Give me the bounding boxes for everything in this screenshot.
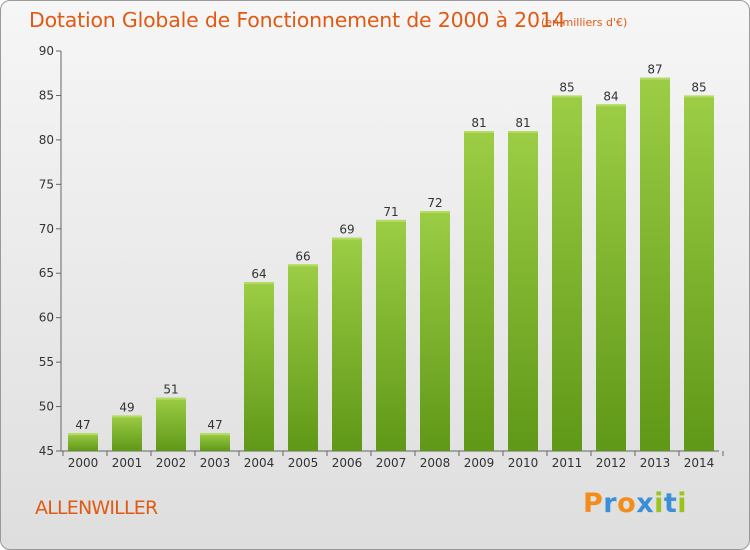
x-tick-label: 2014 xyxy=(684,456,715,470)
bar xyxy=(552,95,582,451)
data-label: 51 xyxy=(163,383,178,397)
bar-highlight xyxy=(508,131,538,133)
x-tick-label: 2002 xyxy=(156,456,187,470)
brand-letter: P xyxy=(583,488,604,519)
y-tick-label: 65 xyxy=(39,266,54,280)
brand-letter: i xyxy=(654,488,664,519)
bar-highlight xyxy=(156,397,186,400)
y-tick-label: 55 xyxy=(39,355,54,369)
bar-highlight xyxy=(552,95,582,98)
bar xyxy=(244,282,274,451)
x-tick-label: 2007 xyxy=(376,456,407,470)
bar-highlight xyxy=(596,104,626,107)
brand-letter: r xyxy=(603,488,618,519)
bar-highlight xyxy=(200,433,230,436)
bar-highlight xyxy=(112,415,142,418)
bar-highlight xyxy=(640,77,670,80)
bar-highlight xyxy=(288,264,318,267)
proxiti-logo: Proxiti xyxy=(583,488,687,519)
y-tick-label: 45 xyxy=(39,444,54,458)
bar xyxy=(420,211,450,451)
bar xyxy=(508,131,538,451)
data-label: 72 xyxy=(427,196,442,210)
bar xyxy=(332,237,362,451)
bar-highlight xyxy=(420,211,450,213)
y-tick-label: 75 xyxy=(39,177,54,191)
brand-letter: o xyxy=(617,488,637,519)
brand-letter: t xyxy=(663,488,678,519)
bar xyxy=(596,104,626,451)
commune-name: ALLENWILLER xyxy=(35,497,158,519)
data-label: 81 xyxy=(515,116,530,130)
data-label: 49 xyxy=(119,400,134,414)
y-tick-label: 70 xyxy=(39,222,54,236)
brand-letter: x xyxy=(636,488,655,519)
data-label: 64 xyxy=(251,267,266,281)
x-tick-label: 2005 xyxy=(288,456,319,470)
bar-highlight xyxy=(244,282,274,285)
bar xyxy=(464,131,494,451)
y-tick-label: 50 xyxy=(39,400,54,414)
bar xyxy=(288,264,318,451)
x-tick-label: 2001 xyxy=(112,456,143,470)
bar-highlight xyxy=(376,219,406,222)
data-label: 84 xyxy=(603,89,618,103)
bar xyxy=(200,433,230,451)
x-tick-label: 2000 xyxy=(68,456,99,470)
chart-title: Dotation Globale de Fonctionnement de 20… xyxy=(29,8,566,32)
data-label: 47 xyxy=(207,418,222,432)
data-label: 69 xyxy=(339,223,354,237)
chart-subtitle: (en milliers d'€) xyxy=(541,16,628,29)
x-tick-label: 2003 xyxy=(200,456,231,470)
bar xyxy=(68,433,98,451)
x-tick-label: 2012 xyxy=(596,456,627,470)
x-tick-label: 2004 xyxy=(244,456,275,470)
data-label: 81 xyxy=(471,116,486,130)
data-label: 66 xyxy=(295,249,310,263)
bar-highlight xyxy=(332,237,362,240)
x-tick-label: 2008 xyxy=(420,456,451,470)
y-tick-label: 85 xyxy=(39,88,54,102)
x-tick-label: 2010 xyxy=(508,456,539,470)
y-tick-label: 90 xyxy=(39,44,54,58)
bar xyxy=(640,77,670,452)
bar xyxy=(156,397,186,451)
bar-highlight xyxy=(68,433,98,436)
data-label: 85 xyxy=(559,80,574,94)
brand-letter: i xyxy=(677,488,688,519)
data-label: 85 xyxy=(691,80,706,94)
x-tick-label: 2006 xyxy=(332,456,363,470)
data-label: 47 xyxy=(75,418,90,432)
bar-highlight xyxy=(684,95,714,98)
x-tick-label: 2009 xyxy=(464,456,495,470)
data-label: 71 xyxy=(383,205,398,219)
y-tick-label: 60 xyxy=(39,311,54,325)
bar xyxy=(684,95,714,451)
bar-highlight xyxy=(464,131,494,133)
bar xyxy=(376,219,406,451)
y-tick-label: 80 xyxy=(39,133,54,147)
x-tick-label: 2011 xyxy=(552,456,583,470)
data-label: 87 xyxy=(647,63,662,77)
bar xyxy=(112,415,142,451)
x-tick-label: 2013 xyxy=(640,456,671,470)
